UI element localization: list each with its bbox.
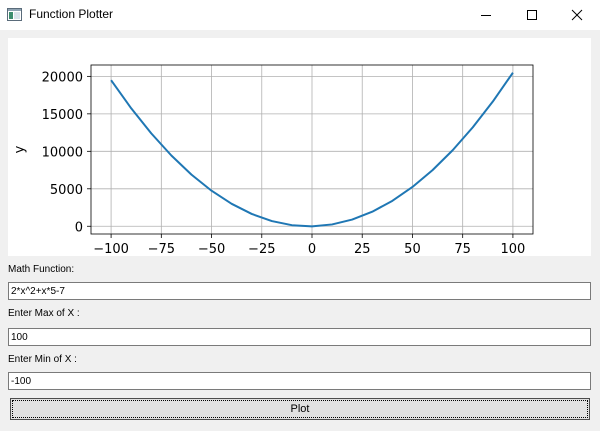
chart-series (110, 72, 514, 228)
x-tick-label: 50 (404, 242, 421, 256)
chart-axes-frame (90, 64, 534, 235)
chart-grid (91, 65, 533, 234)
y-axis-label: y (13, 145, 28, 153)
x-tick-label: −50 (198, 242, 225, 256)
close-icon (571, 9, 583, 21)
maximize-icon (527, 10, 537, 20)
max-x-label: Enter Max of X : (8, 308, 80, 319)
min-x-input[interactable] (8, 372, 591, 390)
window-title: Function Plotter (29, 7, 114, 21)
plot-button[interactable]: Plot (10, 398, 590, 420)
x-tick-label: −25 (248, 242, 275, 256)
window-app-icon (7, 8, 22, 21)
math-function-label: Math Function: (8, 264, 75, 275)
minimize-button[interactable] (463, 0, 509, 30)
x-tick-label: 75 (454, 242, 471, 256)
plot-canvas: −100 −75 −50 −25 0 25 50 75 100 0 5000 10000 15000 20… (8, 38, 591, 256)
x-tick-label: −100 (93, 242, 129, 256)
min-x-label: Enter Min of X : (8, 354, 77, 365)
minimize-icon (481, 15, 491, 16)
y-tick-label: 10000 (42, 145, 83, 160)
y-tick-label: 20000 (42, 70, 83, 85)
y-tick-label: 15000 (42, 108, 83, 123)
x-tick-label: 25 (354, 242, 371, 256)
math-function-input[interactable] (8, 282, 591, 300)
x-tick-label: 100 (500, 242, 525, 256)
y-tick-label: 5000 (50, 183, 83, 198)
close-button[interactable] (554, 0, 600, 30)
function-chart: −100 −75 −50 −25 0 25 50 75 100 0 5000 10000 15000 20… (13, 64, 534, 256)
function-curve (110, 72, 514, 228)
max-x-input[interactable] (8, 328, 591, 346)
y-tick-label: 0 (75, 220, 83, 235)
maximize-button[interactable] (509, 0, 555, 30)
title-bar[interactable]: Function Plotter (0, 0, 600, 30)
chart-ticks: −100 −75 −50 −25 0 25 50 75 100 0 5000 10000 15000 20… (42, 70, 526, 256)
x-tick-label: 0 (308, 242, 316, 256)
x-tick-label: −75 (148, 242, 175, 256)
